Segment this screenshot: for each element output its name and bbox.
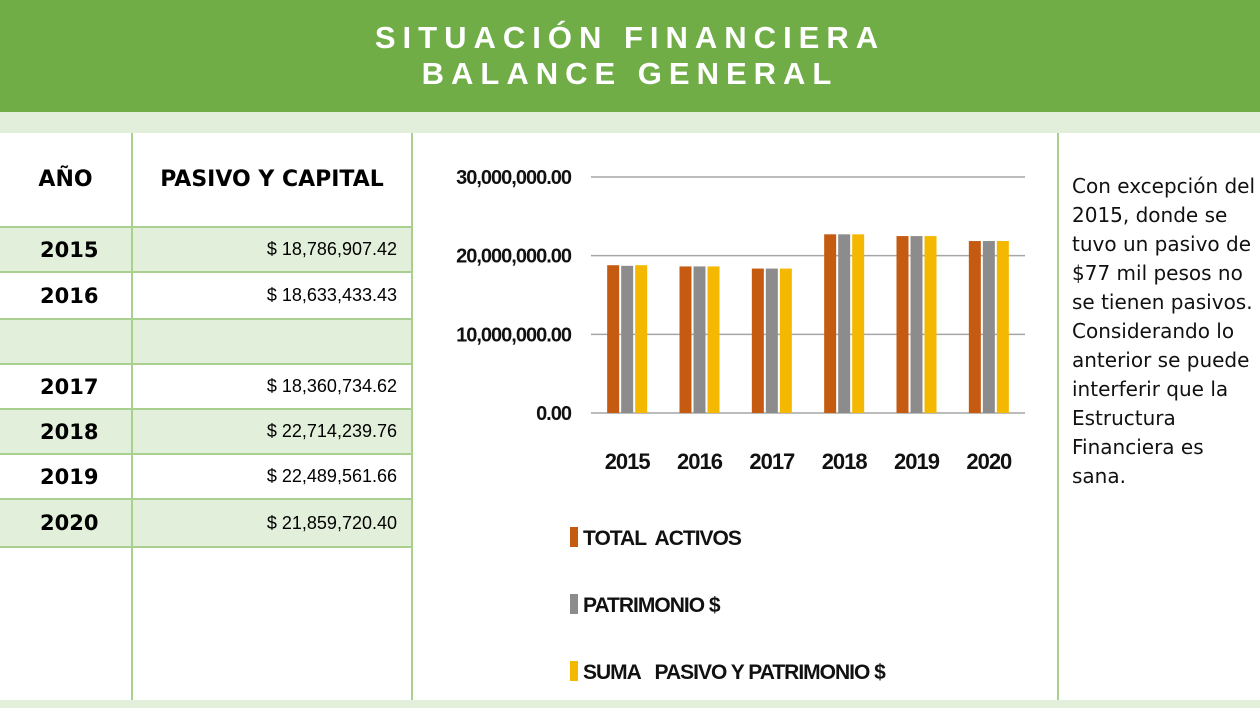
amount-cell: $ 21,859,720.40 [133,500,413,548]
y-tick-label: 0.00 [536,403,572,425]
year-cell: 2020 [0,500,133,548]
column-header: PASIVO Y CAPITAL [133,133,413,228]
amount-cell: $ 18,360,734.62 [133,365,413,410]
bar [707,266,720,413]
bar [896,236,909,413]
empty-cell [0,548,133,700]
column-header: AÑO [0,133,133,228]
title-line: BALANCE GENERAL [421,56,839,91]
divider [1057,133,1059,700]
chart: 0.00 10,000,000.00 20,000,000.00 30,000,000… [456,167,1025,684]
x-tick-label: 2018 [822,449,868,474]
strip [0,112,1260,133]
empty-cell [0,320,133,365]
note: Con excepción del 2015, donde se tuvo un… [1072,174,1256,488]
bar [982,241,995,413]
bar [824,234,837,413]
legend-swatch [570,594,578,614]
bar [765,268,778,413]
header: SITUACIÓN FINANCIERA BALANCE GENERAL [0,0,1260,112]
legend-swatch [570,661,578,681]
empty-cell [133,548,413,700]
bar [996,241,1009,413]
year-cell: 2016 [0,273,133,320]
bar [635,265,648,413]
legend-label: TOTAL ACTIVOS [583,527,742,550]
y-tick-label: 10,000,000.00 [456,324,572,346]
bar [693,266,706,413]
amount-cell: $ 18,786,907.42 [133,228,413,273]
x-tick-label: 2016 [677,449,723,474]
bar [751,268,764,413]
year-cell: 2019 [0,455,133,500]
strip [0,700,1260,708]
y-tick-label: 30,000,000.00 [456,167,572,189]
bar [621,265,634,413]
y-tick-label: 20,000,000.00 [456,246,572,268]
year-cell: 2015 [0,228,133,273]
empty-cell [133,320,413,365]
bar [607,265,620,413]
amount-cell: $ 22,489,561.66 [133,455,413,500]
bar [779,268,792,413]
amount-cell: $ 18,633,433.43 [133,273,413,320]
amount-cell: $ 22,714,239.76 [133,410,413,455]
legend-label: SUMA PASIVO Y PATRIMONIO $ [583,661,886,684]
bar [910,236,923,413]
bar [852,234,865,413]
bar [924,236,937,413]
year-cell: 2017 [0,365,133,410]
title-line: SITUACIÓN FINANCIERA [374,20,886,55]
year-cell: 2018 [0,410,133,455]
x-tick-label: 2019 [894,449,940,474]
bar [968,241,981,413]
bar [679,266,692,413]
x-tick-label: 2015 [605,449,651,474]
legend-label: PATRIMONIO $ [583,594,721,617]
x-tick-label: 2020 [966,449,1012,474]
x-tick-label: 2017 [749,449,795,474]
bar [838,234,851,413]
legend-swatch [570,527,578,547]
